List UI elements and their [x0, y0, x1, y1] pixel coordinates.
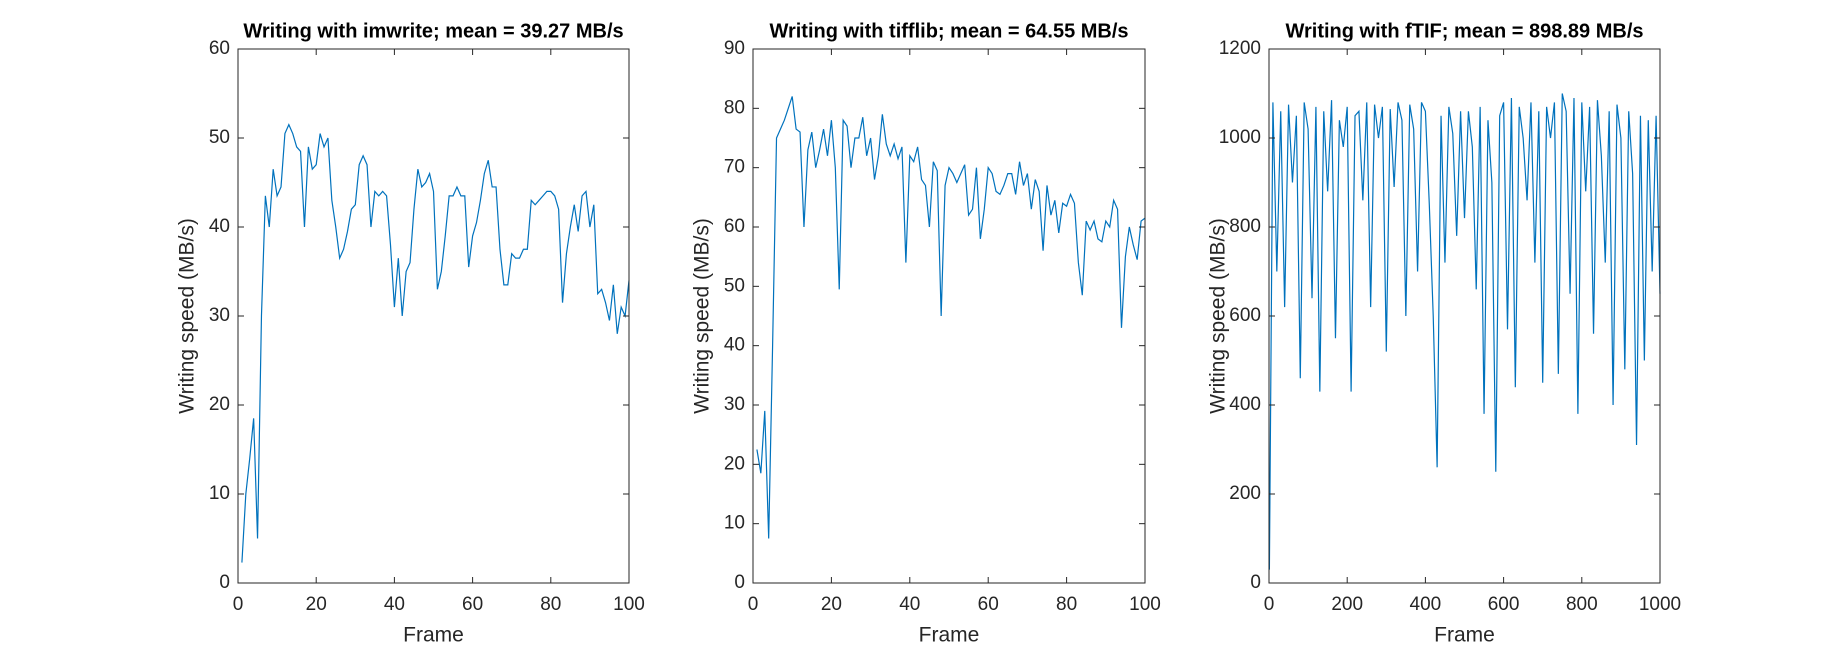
y-tick-label: 1000 [1219, 127, 1261, 148]
y-tick-label: 60 [724, 216, 745, 237]
y-tick-label: 20 [724, 453, 745, 474]
subplot: 0 20 40 60 80 100 0 10 20 30 40 50 60 Writing with im… [176, 20, 645, 646]
x-tick-label: 60 [462, 594, 483, 615]
x-tick-label: 20 [306, 594, 327, 615]
y-tick-label: 400 [1229, 394, 1261, 415]
y-axis-label: Writing speed (MB/s) [691, 218, 714, 414]
y-tick-label: 800 [1229, 216, 1261, 237]
x-tick-label: 800 [1566, 594, 1598, 615]
subplot: 0 200 400 600 800 1000 0 200 400 600 800 1000 1200 Wr… [1207, 20, 1682, 646]
y-axis-label: Writing speed (MB/s) [1207, 218, 1230, 414]
x-tick-label: 80 [540, 594, 561, 615]
y-tick-label: 60 [209, 38, 230, 59]
axes-box [752, 48, 1146, 584]
chart-title: Writing with fTIF; mean = 898.89 MB/s [1285, 20, 1643, 42]
y-tick-label: 90 [724, 38, 745, 59]
data-line [241, 123, 630, 563]
y-tick-label: 600 [1229, 305, 1261, 326]
data-line [756, 96, 1146, 539]
y-tick-label: 80 [724, 97, 745, 118]
y-tick-label: 70 [724, 157, 745, 178]
x-tick-label: 80 [1056, 594, 1077, 615]
x-tick-label: 0 [233, 594, 244, 615]
x-tick-label: 0 [748, 594, 759, 615]
chart-title: Writing with imwrite; mean = 39.27 MB/s [243, 20, 623, 42]
data-line [1268, 93, 1661, 570]
x-axis-label: Frame [403, 624, 464, 647]
y-tick-label: 30 [724, 394, 745, 415]
plot-area [1269, 49, 1660, 583]
y-tick-label: 30 [209, 305, 230, 326]
x-tick-label: 100 [1129, 594, 1161, 615]
plot-area [238, 49, 629, 583]
y-axis-label: Writing speed (MB/s) [176, 218, 199, 414]
y-tick-label: 40 [724, 335, 745, 356]
y-tick-label: 0 [734, 572, 745, 593]
subplot: 0 20 40 60 80 100 0 10 20 30 40 50 60 70 80 90 Writing w… [691, 20, 1161, 646]
x-axis-label: Frame [1434, 624, 1495, 647]
y-tick-label: 200 [1229, 483, 1261, 504]
plot-area [753, 49, 1145, 583]
y-tick-label: 50 [209, 127, 230, 148]
x-tick-label: 600 [1488, 594, 1520, 615]
x-tick-label: 200 [1331, 594, 1363, 615]
x-tick-label: 0 [1264, 594, 1275, 615]
y-tick-label: 10 [209, 483, 230, 504]
y-tick-label: 50 [724, 275, 745, 296]
y-tick-label: 0 [1250, 572, 1261, 593]
x-tick-label: 100 [613, 594, 645, 615]
x-tick-label: 400 [1410, 594, 1442, 615]
y-tick-label: 10 [724, 513, 745, 534]
y-tick-label: 0 [219, 572, 230, 593]
y-tick-label: 20 [209, 394, 230, 415]
x-tick-label: 60 [978, 594, 999, 615]
x-tick-label: 40 [384, 594, 405, 615]
x-tick-label: 20 [821, 594, 842, 615]
y-tick-label: 40 [209, 216, 230, 237]
x-axis-label: Frame [919, 624, 980, 647]
y-tick-label: 1200 [1219, 38, 1261, 59]
chart-title: Writing with tifflib; mean = 64.55 MB/s [769, 20, 1128, 42]
x-tick-label: 1000 [1639, 594, 1681, 615]
x-tick-label: 40 [899, 594, 920, 615]
